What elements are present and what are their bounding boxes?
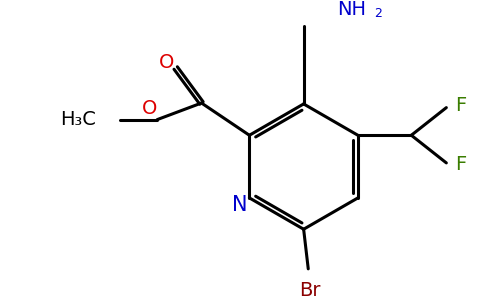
Text: N: N: [232, 195, 248, 215]
Text: NH: NH: [337, 0, 366, 19]
Text: H₃C: H₃C: [60, 110, 96, 129]
Text: 2: 2: [374, 7, 381, 20]
Text: O: O: [142, 99, 158, 118]
Text: F: F: [455, 96, 467, 115]
Text: Br: Br: [299, 281, 321, 300]
Text: O: O: [159, 53, 174, 72]
Text: F: F: [455, 155, 467, 174]
